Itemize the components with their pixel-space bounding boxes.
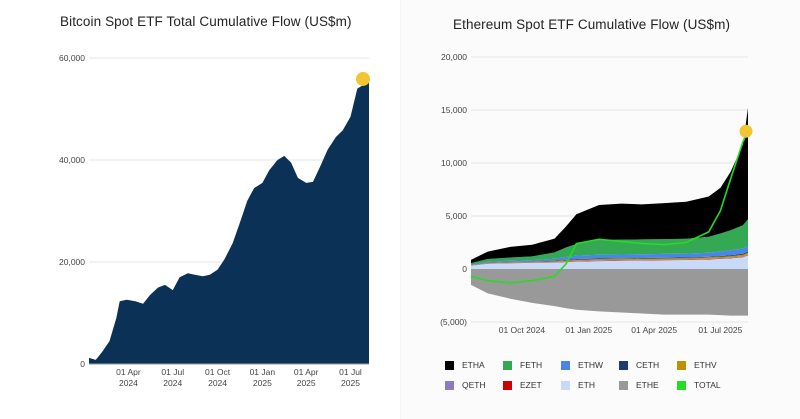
legend-item-eth: ETH <box>561 378 619 392</box>
x-tick-label-year: 2025 <box>253 378 272 388</box>
btc-flow-area <box>89 80 369 365</box>
legend-label: QETH <box>462 380 486 390</box>
latest-value-marker <box>739 124 753 138</box>
series-line-total <box>470 130 749 284</box>
x-tick-label-year: 2025 <box>341 378 360 388</box>
panel-divider <box>400 0 401 419</box>
bitcoin-chart-panel: Bitcoin Spot ETF Total Cumulative Flow (… <box>59 14 370 388</box>
legend-item-ethe: ETHE <box>619 378 677 392</box>
y-tick-label: 20,000 <box>441 52 467 62</box>
x-tick-label-month: 01 Jul <box>161 367 184 377</box>
x-tick-label: 01 Apr 2025 <box>631 325 677 335</box>
legend-item-ethv: ETHV <box>677 358 735 372</box>
legend-label: ETHE <box>636 380 659 390</box>
y-tick-label: 40,000 <box>59 155 85 165</box>
x-tick-label-year: 2024 <box>208 378 227 388</box>
legend-swatch <box>561 380 570 390</box>
legend-swatch <box>503 360 512 370</box>
ethereum-chart: 20,000 15,000 10,000 5,000 0 (5,000) 01 Oct 20… <box>440 52 753 335</box>
legend-swatch <box>619 360 628 370</box>
legend-label: ETHA <box>462 360 485 370</box>
legend-item-total: TOTAL <box>677 378 735 392</box>
legend-label: ETHW <box>578 360 604 370</box>
y-tick-label: 15,000 <box>441 105 467 115</box>
y-tick-label: 60,000 <box>59 53 85 63</box>
legend-label: ETH <box>578 380 595 390</box>
legend-label: FETH <box>520 360 543 370</box>
x-tick-label-month: 01 Oct <box>205 367 231 377</box>
legend-item-qeth: QETH <box>445 378 503 392</box>
legend-label: TOTAL <box>694 380 721 390</box>
x-tick-label: 01 Oct 2024 <box>499 325 546 335</box>
series-area-ethw <box>471 245 748 266</box>
y-tick-label: 20,000 <box>59 257 85 267</box>
x-tick-label-month: 01 Jan <box>250 367 276 377</box>
series-area-ethv <box>471 252 748 266</box>
legend-row: ETHA FETH ETHW CETH ETHV <box>445 358 765 372</box>
x-tick-label: 01 Jul 2025 <box>698 325 742 335</box>
legend-label: ETHV <box>694 360 717 370</box>
legend-item-ceth: CETH <box>619 358 677 372</box>
legend-swatch <box>445 360 454 370</box>
x-tick-label: 01 Jan 2025 <box>565 325 612 335</box>
x-tick-label-month: 01 Apr <box>294 367 319 377</box>
series-area-feth <box>471 219 748 265</box>
ethereum-chart-panel: Ethereum Spot ETF Cumulative Flow (US$m)… <box>401 0 800 419</box>
legend-swatch <box>677 380 686 390</box>
legend-item-ethw: ETHW <box>561 358 619 372</box>
x-tick-label-year: 2024 <box>163 378 182 388</box>
series-area-eth <box>471 255 748 269</box>
legend-label: CETH <box>636 360 660 370</box>
legend-swatch <box>503 380 512 390</box>
legend-swatch <box>677 360 686 370</box>
series-area-ceth <box>471 251 748 266</box>
legend-label: EZET <box>520 380 542 390</box>
legend-swatch <box>619 380 628 390</box>
x-tick-label-year: 2024 <box>119 378 138 388</box>
x-tick-label-year: 2025 <box>297 378 316 388</box>
y-tick-label: 5,000 <box>446 211 468 221</box>
ethereum-chart-legend: ETHA FETH ETHW CETH ETHV QETH EZET ETH ETHE TOTAL <box>445 358 765 398</box>
y-tick-label: (5,000) <box>440 317 467 327</box>
latest-value-marker <box>356 71 370 86</box>
legend-swatch <box>445 380 454 390</box>
legend-row: QETH EZET ETH ETHE TOTAL <box>445 378 765 392</box>
y-tick-label: 0 <box>80 359 85 369</box>
series-area-ethe <box>471 269 748 316</box>
legend-item-feth: FETH <box>503 358 561 372</box>
legend-item-etha: ETHA <box>445 358 503 372</box>
x-tick-label-month: 01 Apr <box>116 367 141 377</box>
ethereum-chart-title: Ethereum Spot ETF Cumulative Flow (US$m) <box>453 17 731 32</box>
y-tick-label: 0 <box>462 264 467 274</box>
y-tick-label: 10,000 <box>441 158 467 168</box>
series-area-etha <box>471 107 748 264</box>
legend-swatch <box>561 360 570 370</box>
bitcoin-chart-title: Bitcoin Spot ETF Total Cumulative Flow (… <box>60 14 352 29</box>
legend-item-ezet: EZET <box>503 378 561 392</box>
x-tick-label-month: 01 Jul <box>339 367 362 377</box>
